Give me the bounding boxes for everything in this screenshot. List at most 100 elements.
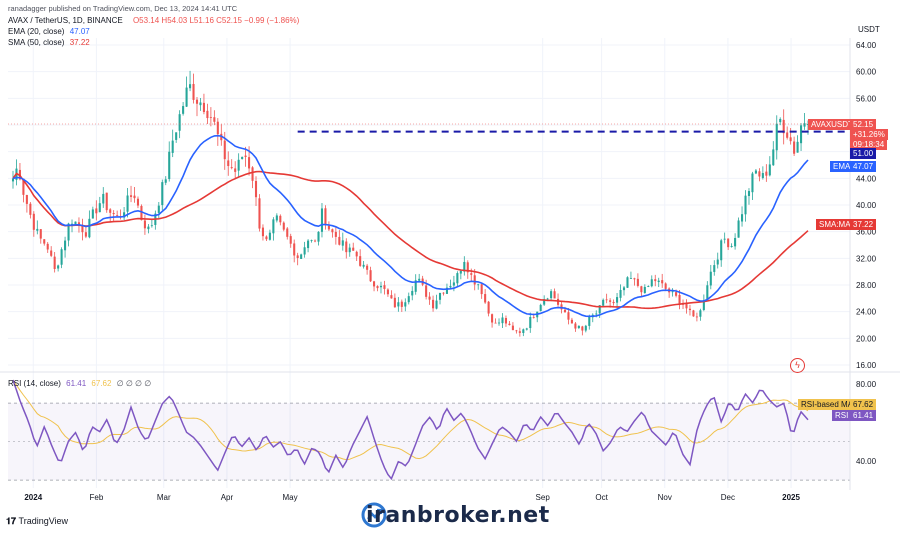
candle-body: [362, 264, 365, 267]
candle-body: [157, 205, 160, 213]
candle-body: [744, 195, 747, 215]
candle-body: [747, 191, 751, 196]
candle-body: [341, 240, 344, 246]
watermark-text: iranbroker.net: [366, 502, 550, 528]
candle-body: [327, 225, 330, 230]
candle-body: [657, 280, 660, 283]
candle-body: [352, 247, 355, 251]
candle-body: [244, 155, 247, 157]
candle-body: [734, 237, 737, 247]
ema-value-tag: 47.07: [850, 161, 877, 172]
time-tick-label: Mar: [157, 493, 171, 502]
candle-body: [418, 278, 421, 281]
candle-body: [640, 286, 643, 293]
candle-body: [192, 83, 195, 100]
candle-body: [67, 223, 70, 241]
lightning-icon[interactable]: ϟ: [790, 358, 805, 373]
rsi-legend-tail: ∅ ∅ ∅ ∅: [116, 379, 152, 388]
rsi-line: [12, 379, 809, 481]
ema-legend[interactable]: EMA (20, close) 47.07: [8, 27, 90, 37]
candle-body: [182, 106, 185, 114]
candle-body: [223, 140, 226, 160]
candle-body: [91, 209, 94, 219]
rsi-tick-label: 80.00: [856, 380, 877, 389]
candle-body: [473, 275, 476, 285]
candle-body: [303, 247, 306, 255]
price-tick-label: 44.00: [856, 174, 877, 183]
candle-body: [32, 213, 35, 230]
candle-body: [459, 270, 462, 274]
sma-legend[interactable]: SMA (50, close) 37.22: [8, 38, 90, 48]
price-tick-label: 24.00: [856, 308, 877, 317]
candle-body: [661, 280, 664, 284]
candle-body: [268, 232, 271, 240]
price-tick-label: 20.00: [856, 334, 877, 343]
rsi-value-tag: 61.41: [850, 410, 877, 421]
candle-body: [133, 195, 136, 199]
candle-body: [480, 284, 483, 295]
candle-body: [390, 295, 393, 299]
symbol-title[interactable]: AVAX / TetherUS, 1D, BINANCE: [8, 16, 123, 25]
candle-body: [317, 231, 320, 242]
candle-body: [685, 303, 688, 309]
candle-body: [723, 238, 726, 240]
candle-body: [123, 212, 126, 218]
candle-body: [633, 278, 636, 280]
candle-body: [442, 292, 445, 294]
time-tick-label: Apr: [221, 493, 234, 502]
level-tag: 51.00: [850, 148, 877, 159]
candle-body: [557, 298, 560, 305]
candle-body: [609, 300, 612, 302]
currency-label[interactable]: USDT: [858, 25, 880, 34]
price-tick-label: 56.00: [856, 94, 877, 103]
sma-name-tag: SMA:MA: [816, 219, 854, 230]
candle-body: [161, 182, 164, 206]
candle-body: [150, 225, 153, 227]
candle-body: [105, 192, 108, 211]
candle-body: [546, 298, 549, 300]
candle-body: [206, 110, 209, 119]
candle-body: [102, 193, 105, 204]
rsi-legend[interactable]: RSI (14, close) 61.41 67.62 ∅ ∅ ∅ ∅: [8, 379, 151, 389]
candle-body: [563, 309, 567, 313]
price-tick-label: 64.00: [856, 41, 877, 50]
candle-body: [466, 262, 469, 273]
candle-body: [720, 240, 723, 261]
candle-body: [786, 132, 789, 138]
candle-body: [22, 178, 25, 195]
candle-body: [81, 224, 84, 233]
candle-body: [39, 229, 42, 239]
candle-body: [525, 328, 528, 330]
candle-body: [129, 195, 133, 197]
candle-body: [397, 302, 400, 307]
rsi-tick-label: 40.00: [856, 457, 877, 466]
candle-body: [713, 265, 716, 272]
tradingview-logo[interactable]: 𝟏𝟕 TradingView: [6, 516, 68, 527]
candle-body: [77, 222, 81, 226]
candle-body: [491, 314, 494, 323]
candle-body: [126, 195, 129, 212]
candle-body: [501, 317, 504, 324]
candle-body: [369, 270, 372, 282]
time-tick-label: Dec: [721, 493, 735, 502]
candle-body: [800, 125, 803, 144]
candle-body: [175, 132, 178, 140]
tv-logo-text: TradingView: [18, 516, 69, 526]
candle-body: [98, 203, 101, 213]
candle-body: [376, 286, 379, 289]
candle-body: [43, 239, 46, 244]
candle-body: [529, 317, 532, 329]
candle-body: [359, 256, 362, 266]
candle-body: [84, 232, 87, 237]
candle-body: [171, 140, 174, 153]
candle-body: [796, 141, 799, 153]
ohlc-values: O53.14 H54.03 L51.16 C52.15 −0.99 (−1.86…: [132, 16, 300, 25]
sma-legend-value: 37.22: [69, 38, 90, 47]
rsi-ma-name-tag: RSI-based MA: [798, 399, 857, 410]
candle-body: [407, 296, 410, 303]
rsi-legend-label: RSI (14, close): [8, 379, 61, 388]
candle-body: [320, 208, 324, 232]
price-tick-label: 28.00: [856, 281, 877, 290]
candle-body: [758, 171, 761, 177]
time-tick-label: May: [283, 493, 298, 502]
